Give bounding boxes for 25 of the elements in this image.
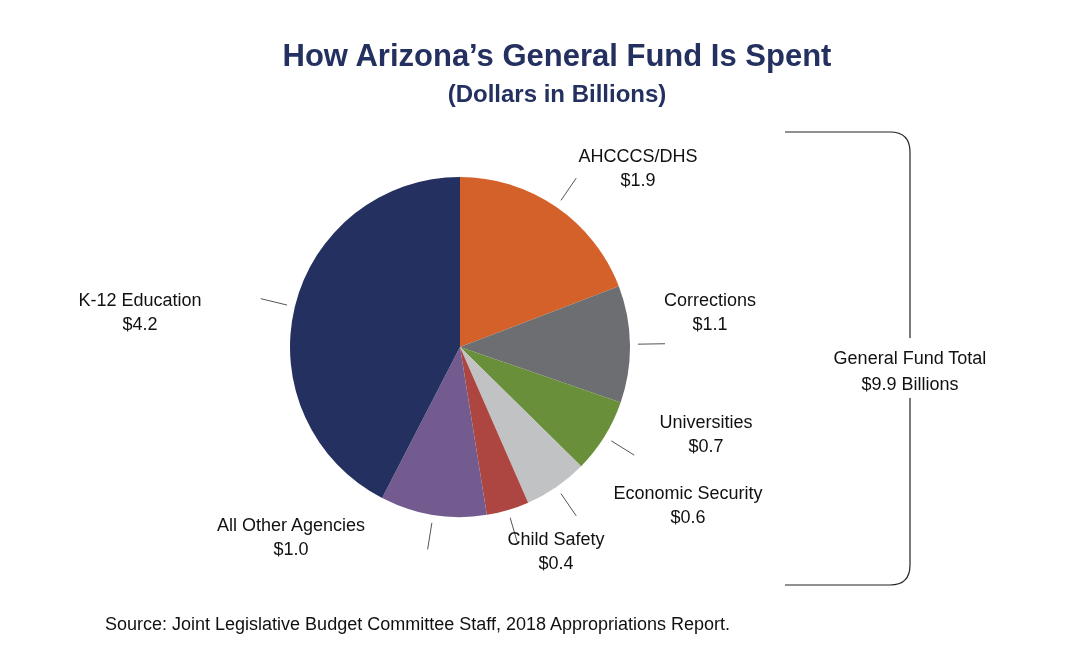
data-label: $1.0	[273, 539, 309, 559]
slice-label: AHCCCS/DHS	[578, 146, 698, 166]
data-label: $0.7	[688, 436, 724, 456]
data-label: $1.1	[692, 314, 728, 334]
data-label: $1.9	[620, 170, 656, 190]
pie-slice	[460, 347, 621, 467]
data-label: $4.2	[122, 314, 158, 334]
pie-slice	[460, 347, 582, 503]
data-label: $0.6	[670, 507, 706, 527]
slice-label: All Other Agencies	[216, 515, 366, 535]
slice-label: K-12 Education	[78, 290, 202, 310]
pie-slice	[290, 177, 460, 499]
chart-subtitle: (Dollars in Billions)	[447, 80, 667, 107]
pie-slice	[460, 286, 630, 403]
data-label: $0.4	[538, 553, 574, 573]
pie-slice	[382, 347, 487, 517]
slice-label: Universities	[659, 412, 753, 432]
text: General Fund Total $9.9 Billions	[833, 348, 987, 394]
pie-slice	[460, 177, 619, 347]
source-note: Source: Joint Legislative Budget Committee Staff, 2018 Appropriations Report.	[105, 614, 731, 634]
pie-slice	[460, 347, 529, 515]
slice-label: Economic Security	[613, 483, 763, 503]
slice-label: Corrections	[663, 290, 757, 310]
chart-title: How Arizona’s General Fund Is Spent	[282, 38, 832, 73]
slice-label: Child Safety	[507, 529, 605, 549]
